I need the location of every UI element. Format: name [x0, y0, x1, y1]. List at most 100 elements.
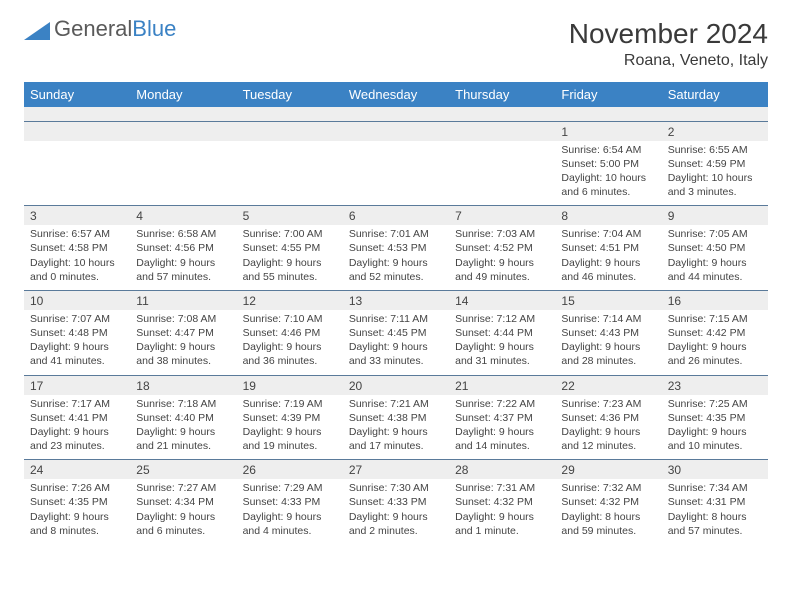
- sunset-text: Sunset: 4:37 PM: [455, 411, 549, 425]
- location: Roana, Veneto, Italy: [569, 52, 768, 70]
- daynum-row: 12: [24, 121, 768, 141]
- day-header: Friday: [555, 82, 661, 107]
- logo: GeneralBlue: [24, 18, 176, 40]
- day-number-cell: 17: [24, 375, 130, 395]
- day-detail-cell: Sunrise: 7:23 AMSunset: 4:36 PMDaylight:…: [555, 395, 661, 460]
- day-number-cell: 16: [662, 290, 768, 310]
- sunset-text: Sunset: 4:48 PM: [30, 326, 124, 340]
- day-number-cell: 2: [662, 121, 768, 141]
- day-detail-cell: [449, 141, 555, 206]
- daylight-text-2: and 46 minutes.: [561, 270, 655, 284]
- day-detail-cell: Sunrise: 7:34 AMSunset: 4:31 PMDaylight:…: [662, 479, 768, 544]
- daylight-text-1: Daylight: 9 hours: [455, 256, 549, 270]
- daylight-text-1: Daylight: 10 hours: [668, 171, 762, 185]
- day-number-cell: 27: [343, 460, 449, 480]
- daylight-text-2: and 10 minutes.: [668, 439, 762, 453]
- sunset-text: Sunset: 4:35 PM: [668, 411, 762, 425]
- daylight-text-2: and 41 minutes.: [30, 354, 124, 368]
- daylight-text-1: Daylight: 10 hours: [30, 256, 124, 270]
- daylight-text-2: and 8 minutes.: [30, 524, 124, 538]
- daylight-text-1: Daylight: 9 hours: [668, 425, 762, 439]
- day-header: Thursday: [449, 82, 555, 107]
- day-detail-cell: Sunrise: 7:11 AMSunset: 4:45 PMDaylight:…: [343, 310, 449, 375]
- daylight-text-1: Daylight: 9 hours: [136, 510, 230, 524]
- spacer-row: [24, 107, 768, 121]
- daylight-text-2: and 31 minutes.: [455, 354, 549, 368]
- day-detail-cell: Sunrise: 7:29 AMSunset: 4:33 PMDaylight:…: [237, 479, 343, 544]
- day-detail-cell: Sunrise: 7:12 AMSunset: 4:44 PMDaylight:…: [449, 310, 555, 375]
- day-number-cell: 22: [555, 375, 661, 395]
- daynum-row: 3456789: [24, 206, 768, 226]
- day-detail-cell: Sunrise: 7:17 AMSunset: 4:41 PMDaylight:…: [24, 395, 130, 460]
- sunset-text: Sunset: 4:52 PM: [455, 241, 549, 255]
- sunrise-text: Sunrise: 7:04 AM: [561, 227, 655, 241]
- daylight-text-2: and 55 minutes.: [243, 270, 337, 284]
- logo-word-1: General: [54, 16, 132, 41]
- daylight-text-2: and 1 minute.: [455, 524, 549, 538]
- sunset-text: Sunset: 4:56 PM: [136, 241, 230, 255]
- day-detail-cell: Sunrise: 7:32 AMSunset: 4:32 PMDaylight:…: [555, 479, 661, 544]
- day-detail-cell: Sunrise: 7:14 AMSunset: 4:43 PMDaylight:…: [555, 310, 661, 375]
- sunrise-text: Sunrise: 7:32 AM: [561, 481, 655, 495]
- day-detail-cell: Sunrise: 7:15 AMSunset: 4:42 PMDaylight:…: [662, 310, 768, 375]
- sunrise-text: Sunrise: 7:11 AM: [349, 312, 443, 326]
- daylight-text-1: Daylight: 9 hours: [349, 256, 443, 270]
- calendar-header-row: SundayMondayTuesdayWednesdayThursdayFrid…: [24, 82, 768, 107]
- daylight-text-1: Daylight: 9 hours: [243, 256, 337, 270]
- day-number-cell: 29: [555, 460, 661, 480]
- day-detail-cell: Sunrise: 7:31 AMSunset: 4:32 PMDaylight:…: [449, 479, 555, 544]
- logo-text: GeneralBlue: [54, 18, 176, 40]
- sunrise-text: Sunrise: 7:05 AM: [668, 227, 762, 241]
- sunset-text: Sunset: 5:00 PM: [561, 157, 655, 171]
- sunset-text: Sunset: 4:40 PM: [136, 411, 230, 425]
- day-detail-cell: Sunrise: 7:26 AMSunset: 4:35 PMDaylight:…: [24, 479, 130, 544]
- day-number-cell: [24, 121, 130, 141]
- day-number-cell: 19: [237, 375, 343, 395]
- day-header: Sunday: [24, 82, 130, 107]
- day-header: Wednesday: [343, 82, 449, 107]
- day-header: Monday: [130, 82, 236, 107]
- daylight-text-1: Daylight: 9 hours: [243, 510, 337, 524]
- daylight-text-2: and 0 minutes.: [30, 270, 124, 284]
- day-number-cell: 18: [130, 375, 236, 395]
- sunset-text: Sunset: 4:59 PM: [668, 157, 762, 171]
- daylight-text-1: Daylight: 9 hours: [349, 340, 443, 354]
- daylight-text-2: and 36 minutes.: [243, 354, 337, 368]
- day-number-cell: 15: [555, 290, 661, 310]
- daylight-text-2: and 14 minutes.: [455, 439, 549, 453]
- daylight-text-1: Daylight: 9 hours: [561, 425, 655, 439]
- day-number-cell: 7: [449, 206, 555, 226]
- daylight-text-2: and 19 minutes.: [243, 439, 337, 453]
- daylight-text-1: Daylight: 9 hours: [243, 340, 337, 354]
- daynum-row: 17181920212223: [24, 375, 768, 395]
- sunrise-text: Sunrise: 7:10 AM: [243, 312, 337, 326]
- sunset-text: Sunset: 4:34 PM: [136, 495, 230, 509]
- daylight-text-1: Daylight: 9 hours: [561, 256, 655, 270]
- day-number-cell: [130, 121, 236, 141]
- month-title: November 2024: [569, 18, 768, 50]
- sunrise-text: Sunrise: 7:34 AM: [668, 481, 762, 495]
- sunset-text: Sunset: 4:38 PM: [349, 411, 443, 425]
- detail-row: Sunrise: 6:54 AMSunset: 5:00 PMDaylight:…: [24, 141, 768, 206]
- sunset-text: Sunset: 4:39 PM: [243, 411, 337, 425]
- detail-row: Sunrise: 6:57 AMSunset: 4:58 PMDaylight:…: [24, 225, 768, 290]
- day-number-cell: 28: [449, 460, 555, 480]
- calendar-table: SundayMondayTuesdayWednesdayThursdayFrid…: [24, 82, 768, 544]
- day-detail-cell: Sunrise: 7:05 AMSunset: 4:50 PMDaylight:…: [662, 225, 768, 290]
- daylight-text-2: and 57 minutes.: [136, 270, 230, 284]
- day-detail-cell: Sunrise: 7:10 AMSunset: 4:46 PMDaylight:…: [237, 310, 343, 375]
- daylight-text-2: and 44 minutes.: [668, 270, 762, 284]
- daylight-text-1: Daylight: 9 hours: [349, 425, 443, 439]
- daylight-text-1: Daylight: 8 hours: [668, 510, 762, 524]
- day-number-cell: 8: [555, 206, 661, 226]
- day-detail-cell: Sunrise: 7:27 AMSunset: 4:34 PMDaylight:…: [130, 479, 236, 544]
- detail-row: Sunrise: 7:07 AMSunset: 4:48 PMDaylight:…: [24, 310, 768, 375]
- sunset-text: Sunset: 4:32 PM: [561, 495, 655, 509]
- daylight-text-1: Daylight: 8 hours: [561, 510, 655, 524]
- day-number-cell: 5: [237, 206, 343, 226]
- day-number-cell: 9: [662, 206, 768, 226]
- daylight-text-2: and 23 minutes.: [30, 439, 124, 453]
- sunrise-text: Sunrise: 7:12 AM: [455, 312, 549, 326]
- sunset-text: Sunset: 4:36 PM: [561, 411, 655, 425]
- sunrise-text: Sunrise: 7:15 AM: [668, 312, 762, 326]
